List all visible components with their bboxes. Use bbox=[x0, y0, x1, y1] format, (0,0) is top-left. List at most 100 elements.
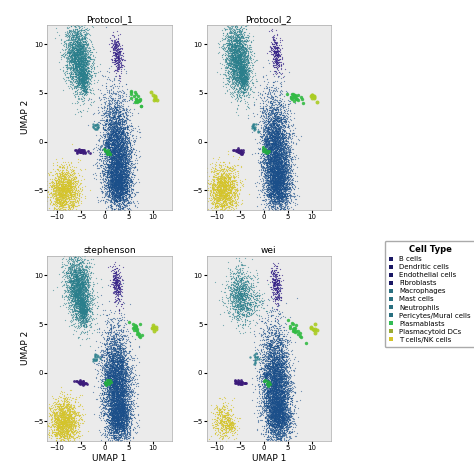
Point bbox=[237, 292, 245, 300]
Point bbox=[277, 197, 285, 204]
Point bbox=[270, 179, 277, 186]
Point bbox=[272, 137, 279, 145]
Point bbox=[77, 293, 84, 301]
Point bbox=[127, 176, 135, 184]
Point bbox=[221, 422, 229, 430]
Point bbox=[278, 164, 286, 172]
Point bbox=[214, 211, 222, 219]
Point bbox=[75, 286, 82, 294]
Point bbox=[79, 290, 86, 297]
Point bbox=[237, 64, 245, 72]
Point bbox=[276, 200, 283, 208]
Point bbox=[83, 309, 91, 317]
Point bbox=[80, 78, 88, 86]
Point bbox=[112, 146, 120, 154]
Point bbox=[270, 59, 277, 67]
Point bbox=[103, 376, 111, 384]
Point bbox=[69, 36, 77, 43]
Point bbox=[288, 153, 295, 160]
Point bbox=[283, 425, 291, 432]
Point bbox=[85, 57, 92, 65]
Point bbox=[257, 150, 264, 158]
Point bbox=[63, 190, 70, 197]
Point bbox=[119, 130, 127, 138]
Point bbox=[117, 364, 125, 371]
Point bbox=[116, 191, 124, 199]
Point bbox=[104, 144, 112, 151]
Point bbox=[101, 133, 109, 141]
Point bbox=[273, 201, 281, 208]
Point bbox=[273, 162, 281, 169]
Point bbox=[233, 308, 240, 315]
Point bbox=[109, 144, 116, 151]
Point bbox=[235, 379, 242, 387]
Point bbox=[219, 173, 227, 181]
Point bbox=[274, 192, 282, 200]
Point bbox=[110, 51, 118, 59]
Point bbox=[121, 352, 128, 359]
Point bbox=[103, 405, 110, 412]
Point bbox=[112, 211, 120, 219]
Point bbox=[269, 415, 277, 423]
Point bbox=[271, 399, 279, 407]
Point bbox=[271, 403, 278, 410]
Point bbox=[109, 363, 116, 370]
Point bbox=[266, 177, 273, 184]
Point bbox=[118, 183, 126, 191]
Point bbox=[223, 182, 231, 189]
Point bbox=[274, 124, 282, 132]
Point bbox=[228, 62, 236, 70]
Point bbox=[116, 158, 123, 166]
Point bbox=[109, 407, 116, 415]
Point bbox=[280, 396, 287, 403]
Point bbox=[126, 210, 134, 218]
Point bbox=[262, 106, 269, 114]
Point bbox=[61, 414, 69, 422]
Point bbox=[118, 54, 125, 61]
Point bbox=[224, 417, 232, 424]
Point bbox=[80, 379, 87, 387]
Point bbox=[227, 275, 235, 283]
Point bbox=[274, 410, 282, 418]
Point bbox=[270, 148, 278, 156]
Point bbox=[70, 177, 77, 184]
Point bbox=[59, 191, 67, 198]
Point bbox=[277, 181, 285, 188]
Point bbox=[118, 373, 126, 380]
Point bbox=[229, 41, 237, 49]
Point bbox=[285, 368, 293, 375]
Point bbox=[115, 145, 123, 152]
Point bbox=[224, 191, 231, 198]
Point bbox=[118, 185, 126, 192]
Point bbox=[122, 377, 130, 385]
Point bbox=[65, 50, 73, 57]
Point bbox=[115, 159, 123, 167]
Point bbox=[232, 147, 240, 155]
Point bbox=[258, 91, 265, 99]
Point bbox=[272, 361, 280, 368]
Point bbox=[113, 176, 120, 184]
Point bbox=[60, 38, 68, 46]
Point bbox=[122, 203, 129, 210]
Point bbox=[78, 289, 85, 296]
Point bbox=[113, 160, 120, 168]
Point bbox=[117, 363, 125, 371]
Point bbox=[76, 60, 83, 67]
Point bbox=[276, 324, 284, 332]
Point bbox=[77, 306, 85, 313]
Point bbox=[113, 173, 120, 181]
Point bbox=[73, 26, 81, 33]
Point bbox=[270, 414, 277, 421]
Point bbox=[108, 95, 115, 102]
Point bbox=[226, 61, 234, 68]
Point bbox=[108, 359, 115, 367]
Point bbox=[118, 145, 126, 153]
Point bbox=[77, 416, 85, 423]
Point bbox=[232, 65, 240, 73]
Point bbox=[103, 150, 111, 157]
Point bbox=[281, 179, 289, 186]
Point bbox=[228, 59, 235, 66]
Point bbox=[219, 188, 227, 196]
Point bbox=[237, 96, 245, 104]
Point bbox=[118, 402, 125, 410]
